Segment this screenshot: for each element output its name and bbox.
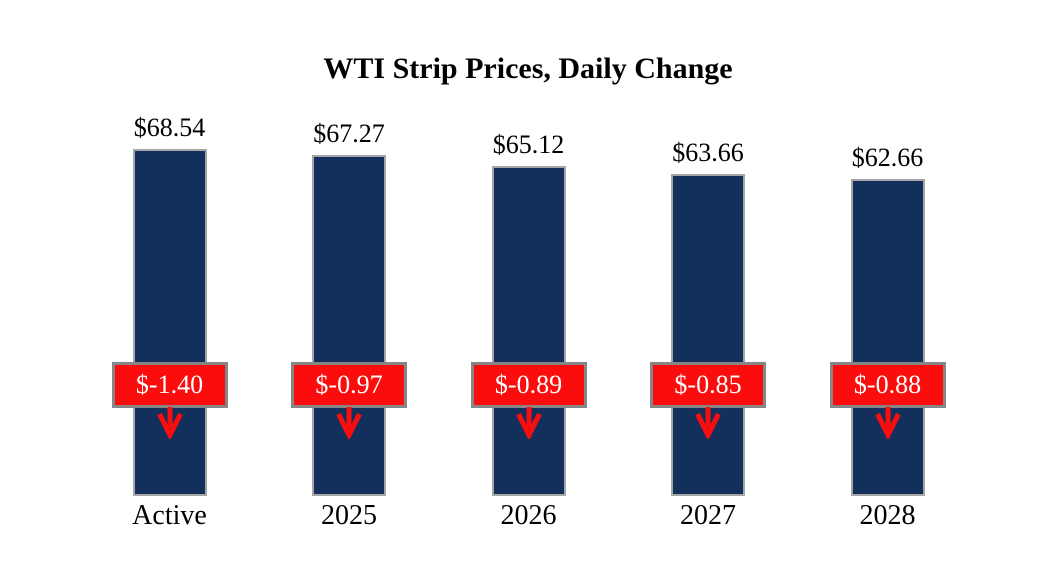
- daily-change-badge: $-0.88: [829, 362, 946, 408]
- bar-value-label: $65.12: [492, 130, 565, 159]
- down-arrow-icon: [694, 406, 722, 441]
- daily-change-badge: $-0.89: [470, 362, 587, 408]
- daily-change-badge: $-0.97: [291, 362, 407, 408]
- category-label: 2026: [500, 500, 557, 531]
- bar: [132, 149, 207, 496]
- bar-value-label: $62.66: [851, 143, 924, 172]
- down-arrow-icon: [874, 406, 902, 441]
- category-label: 2028: [859, 500, 916, 531]
- category-label: Active: [132, 500, 207, 531]
- daily-change-badge: $-1.40: [111, 362, 228, 408]
- bar: [312, 155, 386, 496]
- category-label: 2027: [680, 500, 736, 531]
- bar: [671, 174, 745, 496]
- bar: [491, 166, 566, 496]
- bar: [850, 179, 925, 496]
- down-arrow-icon: [335, 406, 363, 441]
- chart-title: WTI Strip Prices, Daily Change: [323, 52, 733, 85]
- bar-value-label: $67.27: [313, 119, 385, 148]
- bar-value-label: $68.54: [133, 113, 206, 142]
- category-label: 2025: [321, 500, 377, 531]
- down-arrow-icon: [515, 406, 543, 441]
- bar-value-label: $63.66: [672, 138, 744, 167]
- down-arrow-icon: [156, 406, 184, 441]
- daily-change-badge: $-0.85: [650, 362, 766, 408]
